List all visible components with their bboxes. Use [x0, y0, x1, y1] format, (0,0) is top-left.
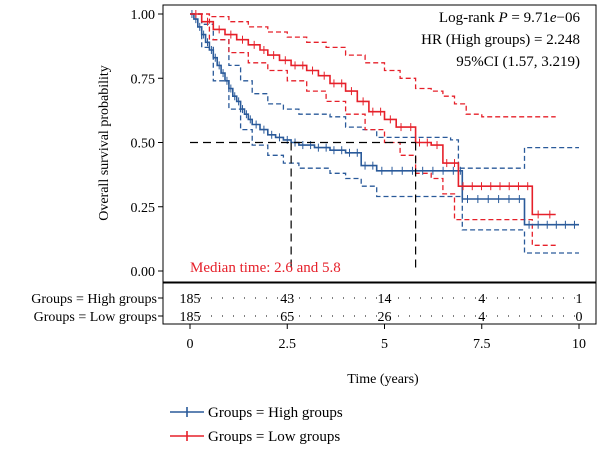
risk-count: 185 — [180, 310, 201, 325]
legend-label: Groups = Low groups — [208, 429, 340, 445]
survival-curve — [190, 13, 579, 226]
survival-curves — [190, 10, 579, 229]
x-tick-label: 7.5 — [473, 337, 491, 352]
risk-count: 65 — [280, 310, 294, 325]
risk-count: 1 — [576, 292, 583, 307]
plot-frame — [162, 4, 597, 283]
confidence-bands — [190, 13, 579, 254]
ci-lower-line — [190, 13, 556, 246]
ci-upper-line — [190, 13, 556, 118]
risk-row-label: Groups = Low groups — [34, 310, 157, 325]
legend-label: Groups = High groups — [208, 405, 343, 421]
risk-count: 0 — [576, 310, 583, 325]
x-tick-label: 2.5 — [279, 337, 297, 352]
risk-table: Groups = High groups 185 43 14 4 1 Groups = Lo… — [31, 292, 582, 325]
ci-annotation: 95%CI (1.57, 3.219) — [456, 54, 580, 70]
x-tick-label: 10 — [572, 337, 586, 352]
x-tick-label: 0 — [187, 337, 194, 352]
legend: Groups = High groups Groups = Low groups — [170, 405, 343, 445]
risk-count: 4 — [478, 292, 485, 307]
y-axis-label: Overall survival probability — [97, 65, 112, 221]
y-tick-label: 0.25 — [131, 201, 156, 216]
y-tick-label: 1.00 — [131, 8, 156, 23]
median-time-label: Median time: 2.6 and 5.8 — [190, 260, 341, 276]
risk-count: 4 — [478, 310, 485, 325]
risk-table-frame — [162, 282, 597, 325]
risk-count: 43 — [280, 292, 294, 307]
risk-count: 185 — [180, 292, 201, 307]
x-tick-label: 5 — [381, 337, 388, 352]
hazard-ratio-annotation: HR (High groups) = 2.248 — [421, 32, 580, 48]
y-tick-label: 0.50 — [131, 137, 156, 152]
y-axis: 0.00 0.25 0.50 0.75 1.00 — [131, 8, 163, 280]
x-axis: 0 2.5 5 7.5 10 — [187, 324, 586, 352]
y-tick-label: 0.00 — [131, 265, 156, 280]
x-axis-label: Time (years) — [347, 372, 419, 387]
risk-row-label: Groups = High groups — [31, 292, 157, 307]
risk-count: 26 — [378, 310, 392, 325]
logrank-annotation: Log-rank P = 9.71e−06 — [439, 10, 581, 26]
median-lines — [190, 141, 417, 271]
risk-count: 14 — [378, 292, 392, 307]
y-tick-label: 0.75 — [131, 72, 156, 87]
